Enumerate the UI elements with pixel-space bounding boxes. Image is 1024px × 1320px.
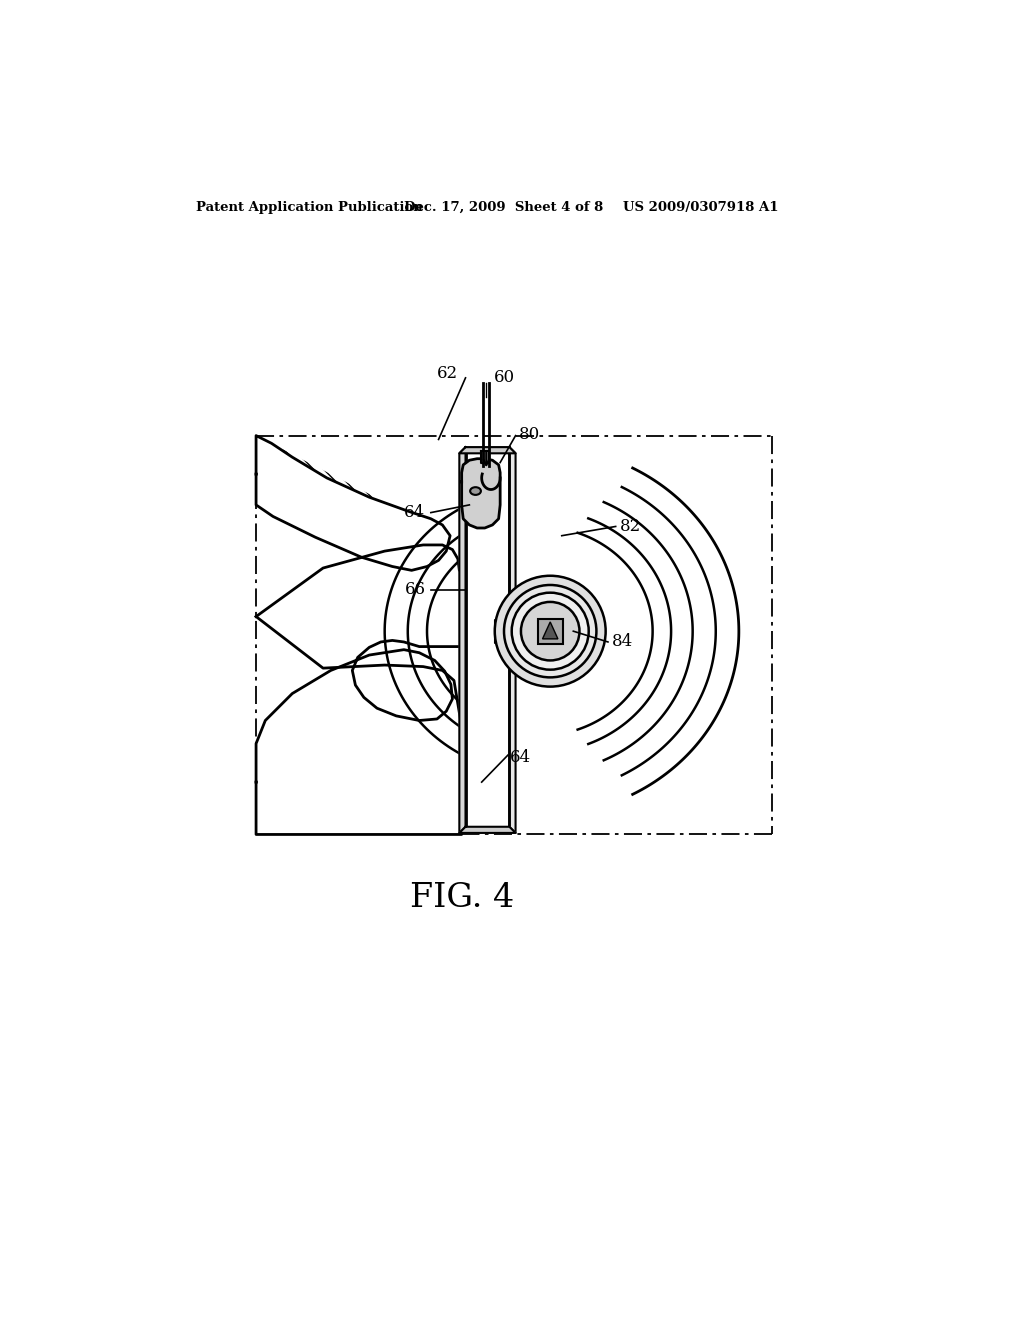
Circle shape	[495, 576, 605, 686]
Bar	[538, 619, 562, 644]
Text: 84: 84	[611, 634, 633, 651]
Polygon shape	[509, 447, 515, 833]
Text: 66: 66	[404, 581, 425, 598]
Ellipse shape	[470, 487, 481, 495]
Text: 82: 82	[620, 517, 641, 535]
Text: FIG. 4: FIG. 4	[410, 882, 514, 913]
Text: 64: 64	[404, 504, 425, 521]
Circle shape	[521, 602, 580, 660]
Text: 60: 60	[494, 370, 515, 387]
Polygon shape	[256, 640, 462, 834]
Circle shape	[504, 585, 596, 677]
Text: Dec. 17, 2009  Sheet 4 of 8: Dec. 17, 2009 Sheet 4 of 8	[403, 201, 603, 214]
Polygon shape	[481, 451, 488, 462]
Circle shape	[512, 593, 589, 669]
Text: 80: 80	[518, 425, 540, 442]
Polygon shape	[462, 459, 500, 528]
Polygon shape	[460, 447, 466, 833]
Polygon shape	[460, 826, 515, 833]
Text: 64: 64	[509, 748, 530, 766]
Polygon shape	[256, 436, 451, 570]
Polygon shape	[495, 619, 509, 643]
Polygon shape	[460, 447, 515, 453]
Polygon shape	[466, 447, 509, 826]
Polygon shape	[543, 622, 558, 639]
Text: Patent Application Publication: Patent Application Publication	[196, 201, 423, 214]
Text: US 2009/0307918 A1: US 2009/0307918 A1	[624, 201, 779, 214]
Text: 62: 62	[436, 366, 458, 383]
